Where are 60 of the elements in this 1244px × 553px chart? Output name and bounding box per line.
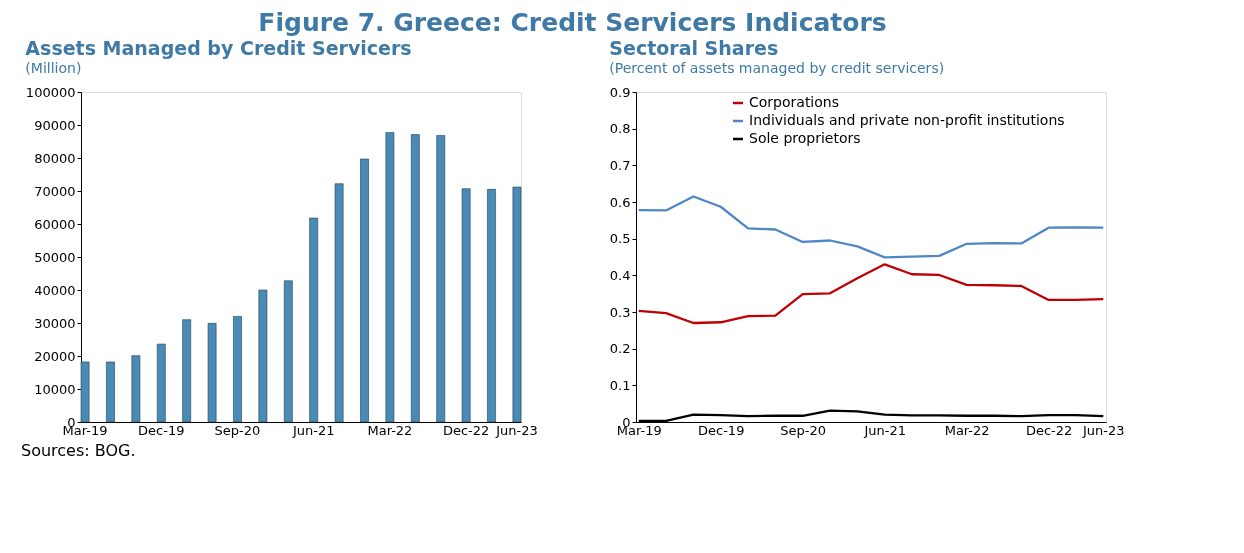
legend-label: Sole proprietors bbox=[749, 130, 861, 146]
x-tick-label: Jun-21 bbox=[863, 422, 906, 438]
chart-subtitle: (Million) bbox=[25, 60, 82, 76]
y-tick-label: 70000 bbox=[34, 183, 76, 199]
x-tick-label: Mar-22 bbox=[944, 422, 990, 438]
y-tick-label: 0.3 bbox=[609, 304, 631, 320]
y-tick-label: 100000 bbox=[25, 84, 76, 100]
y-tick-label: 0.4 bbox=[609, 267, 631, 283]
bar bbox=[436, 135, 446, 423]
y-tick-label: 60000 bbox=[34, 216, 76, 232]
chart-subtitle: (Percent of assets managed by credit servicers) bbox=[609, 60, 945, 76]
x-tick-label: Dec-19 bbox=[698, 422, 745, 438]
y-tick-label: 0.1 bbox=[609, 377, 631, 393]
x-tick-label: Dec-19 bbox=[138, 422, 185, 438]
bar bbox=[410, 134, 420, 423]
y-tick-label: 10000 bbox=[34, 381, 76, 397]
y-tick-label: 20000 bbox=[34, 348, 76, 364]
source-note: Sources: BOG. bbox=[21, 441, 136, 460]
x-tick-label: Jun-23 bbox=[495, 422, 538, 438]
bar bbox=[487, 189, 496, 423]
y-tick-label: 40000 bbox=[34, 282, 76, 298]
y-tick-label: 0.7 bbox=[609, 157, 631, 173]
chart-title: Assets Managed by Credit Servicers bbox=[25, 37, 412, 59]
bar bbox=[334, 183, 344, 423]
bar bbox=[182, 319, 192, 423]
bar bbox=[156, 343, 166, 423]
line-series bbox=[637, 195, 1105, 259]
bar bbox=[106, 361, 115, 423]
x-tick-label: Jun-23 bbox=[1081, 422, 1125, 438]
chart-title: Sectoral Shares bbox=[609, 37, 779, 59]
y-tick-label: 80000 bbox=[34, 150, 76, 166]
x-tick-label: Mar-22 bbox=[367, 422, 413, 438]
y-tick-label: 0.9 bbox=[609, 84, 631, 100]
legend-label: Corporations bbox=[749, 94, 839, 110]
x-tick-label: Jun-21 bbox=[291, 422, 335, 438]
x-tick-label: Dec-22 bbox=[442, 422, 490, 438]
bar bbox=[283, 280, 293, 423]
y-tick-label: 90000 bbox=[34, 117, 76, 133]
bar bbox=[207, 323, 217, 423]
bar bbox=[233, 316, 242, 423]
bar bbox=[461, 188, 471, 423]
bar bbox=[309, 217, 319, 423]
y-tick-label: 0.8 bbox=[609, 121, 631, 137]
bar bbox=[80, 361, 90, 423]
bar bbox=[131, 355, 141, 423]
y-tick-label: 30000 bbox=[34, 315, 76, 331]
bar bbox=[512, 186, 522, 423]
x-tick-label: Sep-20 bbox=[780, 422, 827, 438]
bar bbox=[258, 289, 268, 423]
caption: Figure 7. Greece: Credit Servicers Indicators bbox=[258, 7, 887, 37]
bar bbox=[385, 132, 395, 423]
x-tick-label: Dec-22 bbox=[1025, 422, 1073, 438]
legend-label: Individuals and private non-profit institutions bbox=[749, 112, 1065, 128]
y-tick-label: 0.5 bbox=[609, 231, 631, 247]
x-tick-label: Sep-20 bbox=[214, 422, 261, 438]
bar bbox=[360, 158, 369, 423]
y-tick-label: 0.6 bbox=[609, 194, 631, 210]
y-tick-label: 0.2 bbox=[609, 341, 631, 357]
line-series bbox=[637, 263, 1105, 325]
y-tick-label: 50000 bbox=[34, 249, 76, 265]
